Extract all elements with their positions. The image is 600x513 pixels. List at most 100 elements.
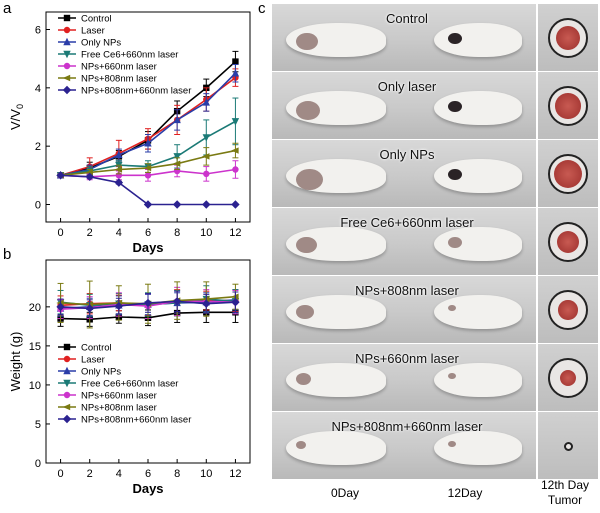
tumor-dish [548, 222, 588, 262]
chart-a-legend-marker [62, 85, 72, 95]
chart-b-x-tick-label: 0 [58, 468, 64, 480]
chart-b-y-tick-label: 10 [29, 380, 41, 392]
body-weight-chart: 0 2 4 6 8 10 12 0 5 10 15 20 Days Weight (g) ControlLa… [8, 259, 251, 496]
chart-b-y-tick-label: 15 [29, 341, 41, 353]
chart-b-x-tick-label: 4 [116, 468, 122, 480]
row-label: Only NPs [379, 147, 435, 162]
chart-a-x-tick-label: 10 [200, 227, 212, 239]
chart-a-x-tick-label: 8 [174, 227, 180, 239]
excised-tumor-photo [538, 140, 598, 208]
chart-a-y-tick-label: 6 [35, 25, 41, 37]
chart-b-data-point [202, 295, 210, 303]
chart-a-data-point [203, 170, 210, 178]
mouse-photo-day12 [404, 140, 537, 208]
chart-a-legend-label: NPs+808nm laser [81, 74, 157, 85]
chart-b-x-axis-label: Days [132, 481, 163, 496]
chart-b-data-point [85, 304, 94, 313]
chart-b-legend-label: Laser [81, 355, 105, 366]
chart-b-x-tick-label: 10 [200, 468, 212, 480]
chart-b-data-point [143, 298, 153, 308]
mouse-photo-day12 [404, 208, 537, 276]
chart-a-x-tick-label: 12 [229, 227, 241, 239]
tumor-dish [548, 290, 588, 330]
chart-b-x-tick-label: 6 [145, 468, 151, 480]
chart-a-data-point [231, 69, 240, 77]
mouse-body [434, 23, 522, 58]
chart-a-data-point [143, 200, 153, 209]
row-label: NPs+808nm laser [355, 283, 459, 298]
tumor-dish [548, 358, 588, 398]
chart-a-data-point [231, 200, 240, 209]
chart-a-data-point [85, 172, 94, 181]
chart-a-data-point [202, 134, 210, 142]
mouse-photo-day12 [404, 344, 537, 412]
mouse-body [434, 91, 522, 126]
chart-a-legend-marker [63, 14, 71, 22]
row-label: Only laser [377, 79, 437, 94]
chart-a-data-point [172, 160, 181, 167]
chart-a-x-tick-label: 6 [145, 227, 151, 239]
chart-a-data-point [143, 164, 152, 172]
tumor-site [448, 236, 462, 248]
chart-a-data-point [144, 172, 152, 179]
tumor-label-line2: Tumor [547, 493, 583, 507]
chart-b-legend-label: NPs+660nm laser [81, 391, 157, 402]
tumor-site [296, 440, 306, 449]
chart-a-legend-label: Laser [81, 26, 105, 37]
chart-b-y-axis-label: Weight (g) [8, 332, 23, 392]
chart-b-x-tick-label: 2 [87, 468, 93, 480]
chart-a-data-point [232, 166, 239, 173]
mouse-photo-day0 [272, 140, 405, 208]
chart-a-data-point [144, 139, 152, 147]
chart-b-legend-marker [63, 379, 71, 388]
row-label: Control [386, 11, 428, 26]
tumor-site [296, 372, 312, 385]
tumor-label-line1: 12th Day [540, 478, 590, 492]
chart-a-x-tick-label: 0 [58, 227, 64, 239]
chart-a-plot-frame [45, 11, 251, 223]
chart-a-legend-marker [63, 50, 71, 59]
chart-a-data-point [114, 178, 124, 187]
excised-tumor-photo [538, 72, 598, 140]
tumor-dish [563, 441, 573, 451]
excised-tumor [556, 230, 580, 254]
chart-b-legend-label: Free Ce6+660nm laser [81, 379, 178, 390]
mouse-photo-day0 [272, 4, 405, 72]
chart-a-data-point [202, 200, 211, 209]
mouse-photo-day12 [404, 72, 537, 140]
chart-b-legend-marker [63, 391, 71, 399]
chart-b-y-tick-label: 20 [29, 302, 41, 314]
chart-b-legend-label: Only NPs [81, 367, 121, 378]
chart-a-legend-label: Free Ce6+660nm laser [81, 50, 178, 61]
chart-a-y-tick-label: 0 [35, 200, 41, 212]
excised-tumor-photo [538, 4, 598, 72]
row-label: NPs+808nm+660nm laser [331, 419, 483, 434]
chart-b-legend-label: Control [81, 343, 112, 354]
chart-b-y-tick-label: 0 [35, 458, 41, 470]
chart-b-data-point [202, 299, 211, 308]
tumor-site [296, 32, 319, 51]
tumor-site [448, 372, 456, 379]
panel-letter-c: c [258, 0, 266, 17]
tumor-site [448, 32, 462, 44]
excised-tumor-photo [538, 276, 598, 344]
chart-a-legend-marker [63, 26, 71, 34]
mouse-photo-day12 [404, 4, 537, 72]
chart-a-data-point [173, 153, 181, 161]
chart-a-data-point [114, 166, 123, 173]
tumor-site [448, 100, 462, 112]
chart-a-legend-label: Control [81, 14, 112, 25]
chart-b-legend-label: NPs+808nm laser [81, 403, 157, 414]
tumor-dish [548, 154, 588, 194]
excised-tumor [555, 93, 581, 119]
chart-a-data-point [173, 115, 181, 124]
mouse-body [434, 295, 522, 330]
column-label-day12: 12Day [447, 486, 483, 500]
chart-a-data-point [202, 153, 210, 160]
mouse-body [434, 363, 522, 398]
chart-b-legend-marker [62, 403, 71, 411]
chart-b-x-tick-label: 8 [174, 468, 180, 480]
chart-b-data-point [231, 297, 240, 307]
excised-tumor [553, 159, 583, 189]
